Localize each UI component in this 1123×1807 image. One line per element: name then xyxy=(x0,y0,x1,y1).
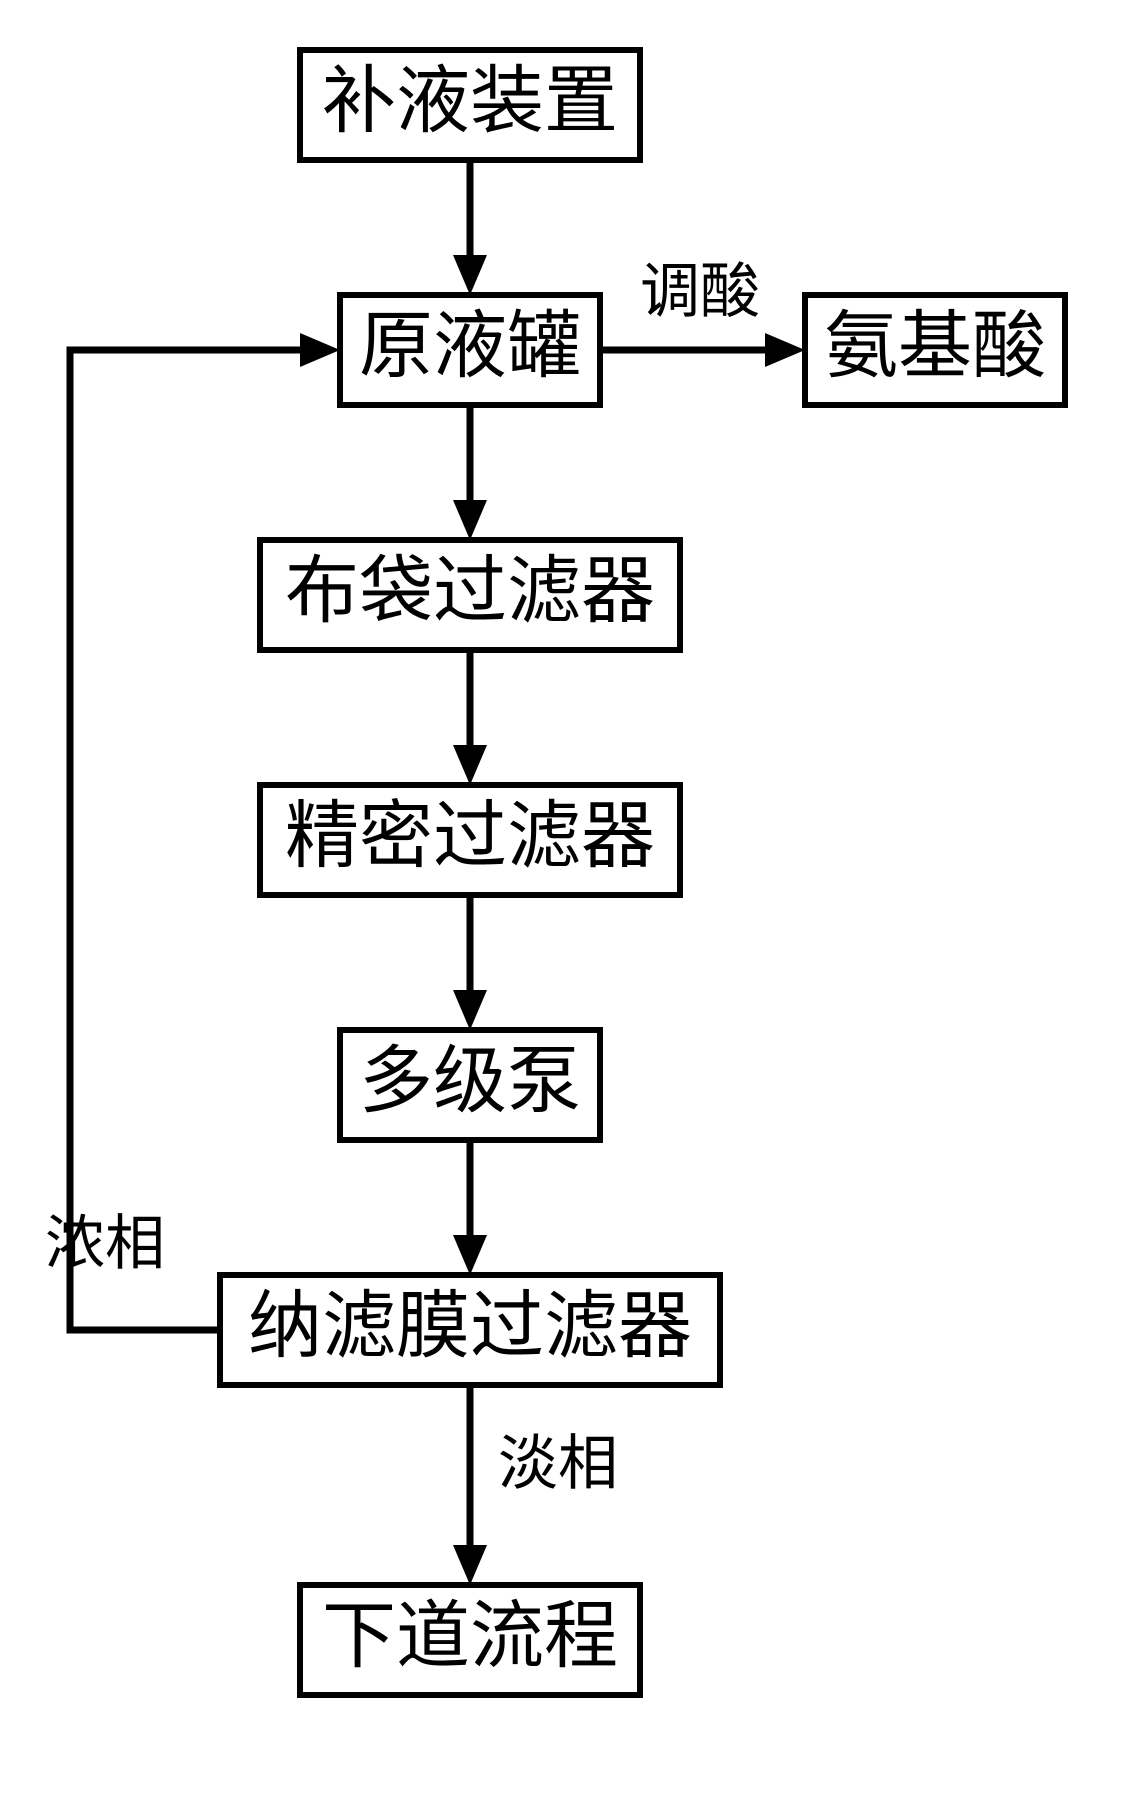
node-pump: 多级泵 xyxy=(340,1030,600,1140)
node-nano: 纳滤膜过滤器 xyxy=(220,1275,720,1385)
node-tank: 原液罐 xyxy=(340,295,600,405)
edge-e7-label: 淡相 xyxy=(498,1431,618,1497)
node-tank-label: 原液罐 xyxy=(359,306,581,388)
node-bag: 布袋过滤器 xyxy=(260,540,680,650)
node-bag-label: 布袋过滤器 xyxy=(285,551,655,633)
node-next: 下道流程 xyxy=(300,1585,640,1695)
canvas-bg xyxy=(0,0,1123,1807)
node-precise-label: 精密过滤器 xyxy=(285,796,655,878)
node-supply-label: 补液装置 xyxy=(322,61,618,143)
node-amino: 氨基酸 xyxy=(805,295,1065,405)
node-nano-label: 纳滤膜过滤器 xyxy=(248,1286,692,1368)
node-next-label: 下道流程 xyxy=(322,1596,618,1678)
edge-e2-label: 调酸 xyxy=(640,259,760,325)
node-pump-label: 多级泵 xyxy=(359,1041,581,1123)
node-supply: 补液装置 xyxy=(300,50,640,160)
process-flowchart: 调酸淡相 浓相 补液装置原液罐 氨基酸布袋过滤器精密过滤器多级泵纳滤膜过滤器下道流程 xyxy=(0,0,1123,1807)
node-amino-label: 氨基酸 xyxy=(824,306,1046,388)
node-precise: 精密过滤器 xyxy=(260,785,680,895)
edge-e8-label: 浓相 xyxy=(45,1211,165,1277)
